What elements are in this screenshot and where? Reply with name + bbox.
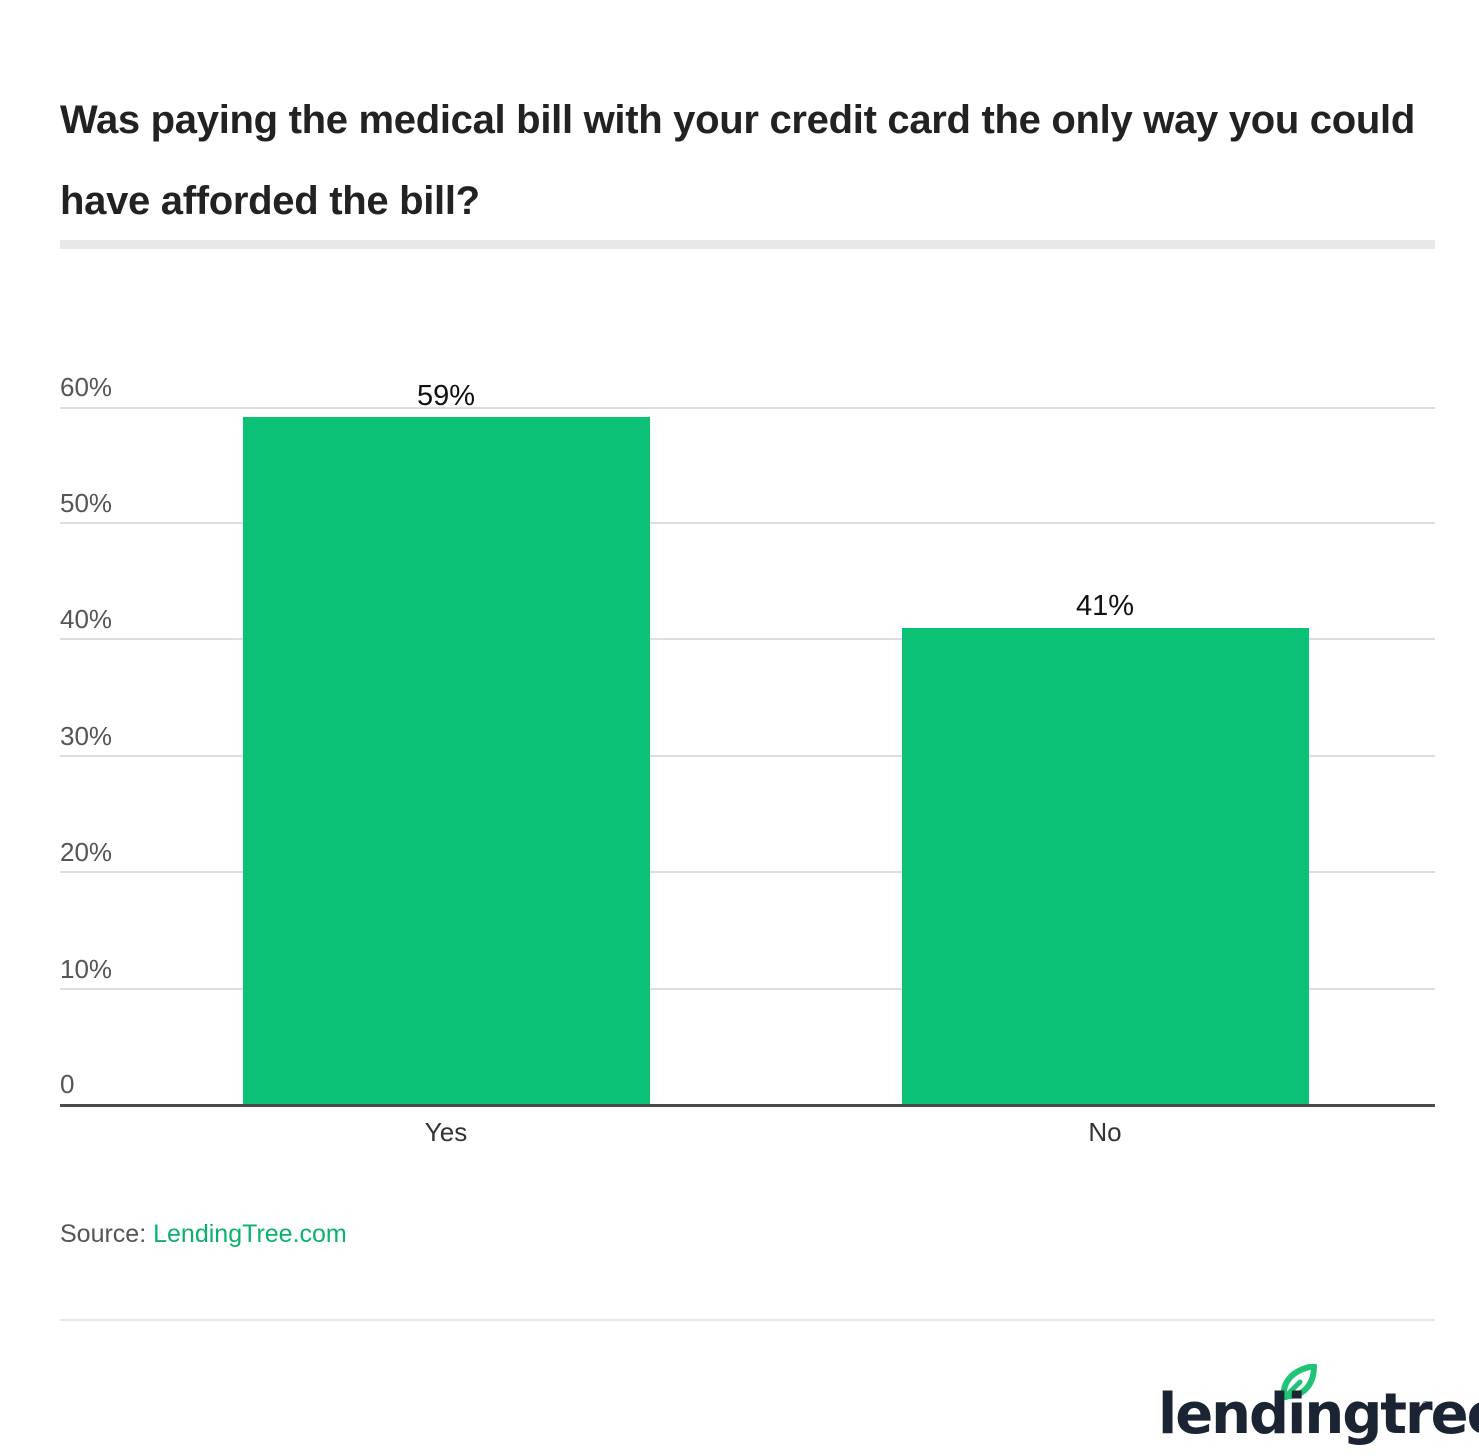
- y-tick-label: 40%: [60, 604, 113, 634]
- lendingtree-logo: lendingtree ®: [1158, 1362, 1479, 1447]
- bar-yes: [243, 417, 650, 1105]
- source-prefix: Source:: [60, 1220, 147, 1248]
- y-tick-label: 50%: [60, 488, 113, 518]
- gridline-40: [60, 638, 1435, 640]
- leaf-icon: [1280, 1364, 1317, 1400]
- bar-value-label: 41%: [1075, 590, 1135, 622]
- y-tick-label: 10%: [60, 954, 113, 984]
- footer-divider: [60, 1319, 1435, 1321]
- gridline-30: [60, 755, 1435, 757]
- logo-wordmark: lendingtree: [1158, 1382, 1479, 1447]
- x-tick-label: No: [1088, 1117, 1122, 1147]
- title-divider: [60, 240, 1435, 249]
- registered-mark: ®: [1422, 1400, 1430, 1411]
- gridline-20: [60, 871, 1435, 873]
- gridline-10: [60, 988, 1435, 990]
- source-note: Source: LendingTree.com: [60, 1220, 347, 1249]
- chart-title: Was paying the medical bill with your cr…: [60, 98, 1415, 223]
- bar-value-label: 59%: [416, 380, 476, 412]
- bar-no: [902, 628, 1309, 1105]
- y-tick-label: 60%: [60, 372, 113, 402]
- y-tick-label: 0: [60, 1069, 75, 1099]
- y-tick-label: 30%: [60, 721, 113, 751]
- gridline-60: [60, 407, 1435, 409]
- y-tick-label: 20%: [60, 837, 113, 867]
- x-tick-label: Yes: [424, 1117, 468, 1147]
- x-axis-line: [60, 1104, 1435, 1107]
- gridline-50: [60, 522, 1435, 524]
- source-link[interactable]: LendingTree.com: [153, 1220, 347, 1248]
